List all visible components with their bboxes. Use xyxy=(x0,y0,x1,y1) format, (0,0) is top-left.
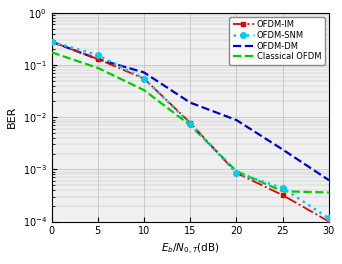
OFDM-SNM xyxy=(96,54,100,57)
Classical OFDM xyxy=(281,190,285,193)
X-axis label: $E_b/N_{0,T}$(dB): $E_b/N_{0,T}$(dB) xyxy=(161,242,220,257)
OFDM-IM xyxy=(327,220,331,223)
Line: OFDM-SNM: OFDM-SNM xyxy=(49,39,332,221)
OFDM-DM xyxy=(142,71,146,74)
Classical OFDM xyxy=(50,51,54,54)
OFDM-IM xyxy=(234,171,238,175)
OFDM-SNM xyxy=(327,217,331,220)
OFDM-DM xyxy=(281,148,285,151)
Classical OFDM xyxy=(142,88,146,92)
Classical OFDM xyxy=(327,191,331,194)
OFDM-IM xyxy=(96,58,100,61)
Legend: OFDM-IM, OFDM-SNM, OFDM-DM, Classical OFDM: OFDM-IM, OFDM-SNM, OFDM-DM, Classical OF… xyxy=(229,17,325,65)
Line: Classical OFDM: Classical OFDM xyxy=(52,52,329,192)
Classical OFDM xyxy=(234,170,238,173)
OFDM-DM xyxy=(327,179,331,182)
OFDM-DM xyxy=(96,58,100,61)
OFDM-SNM xyxy=(234,171,238,175)
OFDM-IM xyxy=(188,121,192,124)
Classical OFDM xyxy=(96,66,100,69)
OFDM-SNM xyxy=(142,77,146,80)
OFDM-DM xyxy=(50,40,54,43)
OFDM-IM xyxy=(142,77,146,80)
OFDM-DM xyxy=(234,119,238,122)
Line: OFDM-DM: OFDM-DM xyxy=(52,42,329,180)
OFDM-SNM xyxy=(188,122,192,125)
OFDM-IM xyxy=(281,194,285,197)
OFDM-IM xyxy=(50,40,54,43)
Line: OFDM-IM: OFDM-IM xyxy=(49,39,331,224)
Classical OFDM xyxy=(188,124,192,127)
OFDM-DM xyxy=(188,101,192,104)
OFDM-SNM xyxy=(50,40,54,43)
Y-axis label: BER: BER xyxy=(7,106,17,128)
OFDM-SNM xyxy=(281,186,285,190)
